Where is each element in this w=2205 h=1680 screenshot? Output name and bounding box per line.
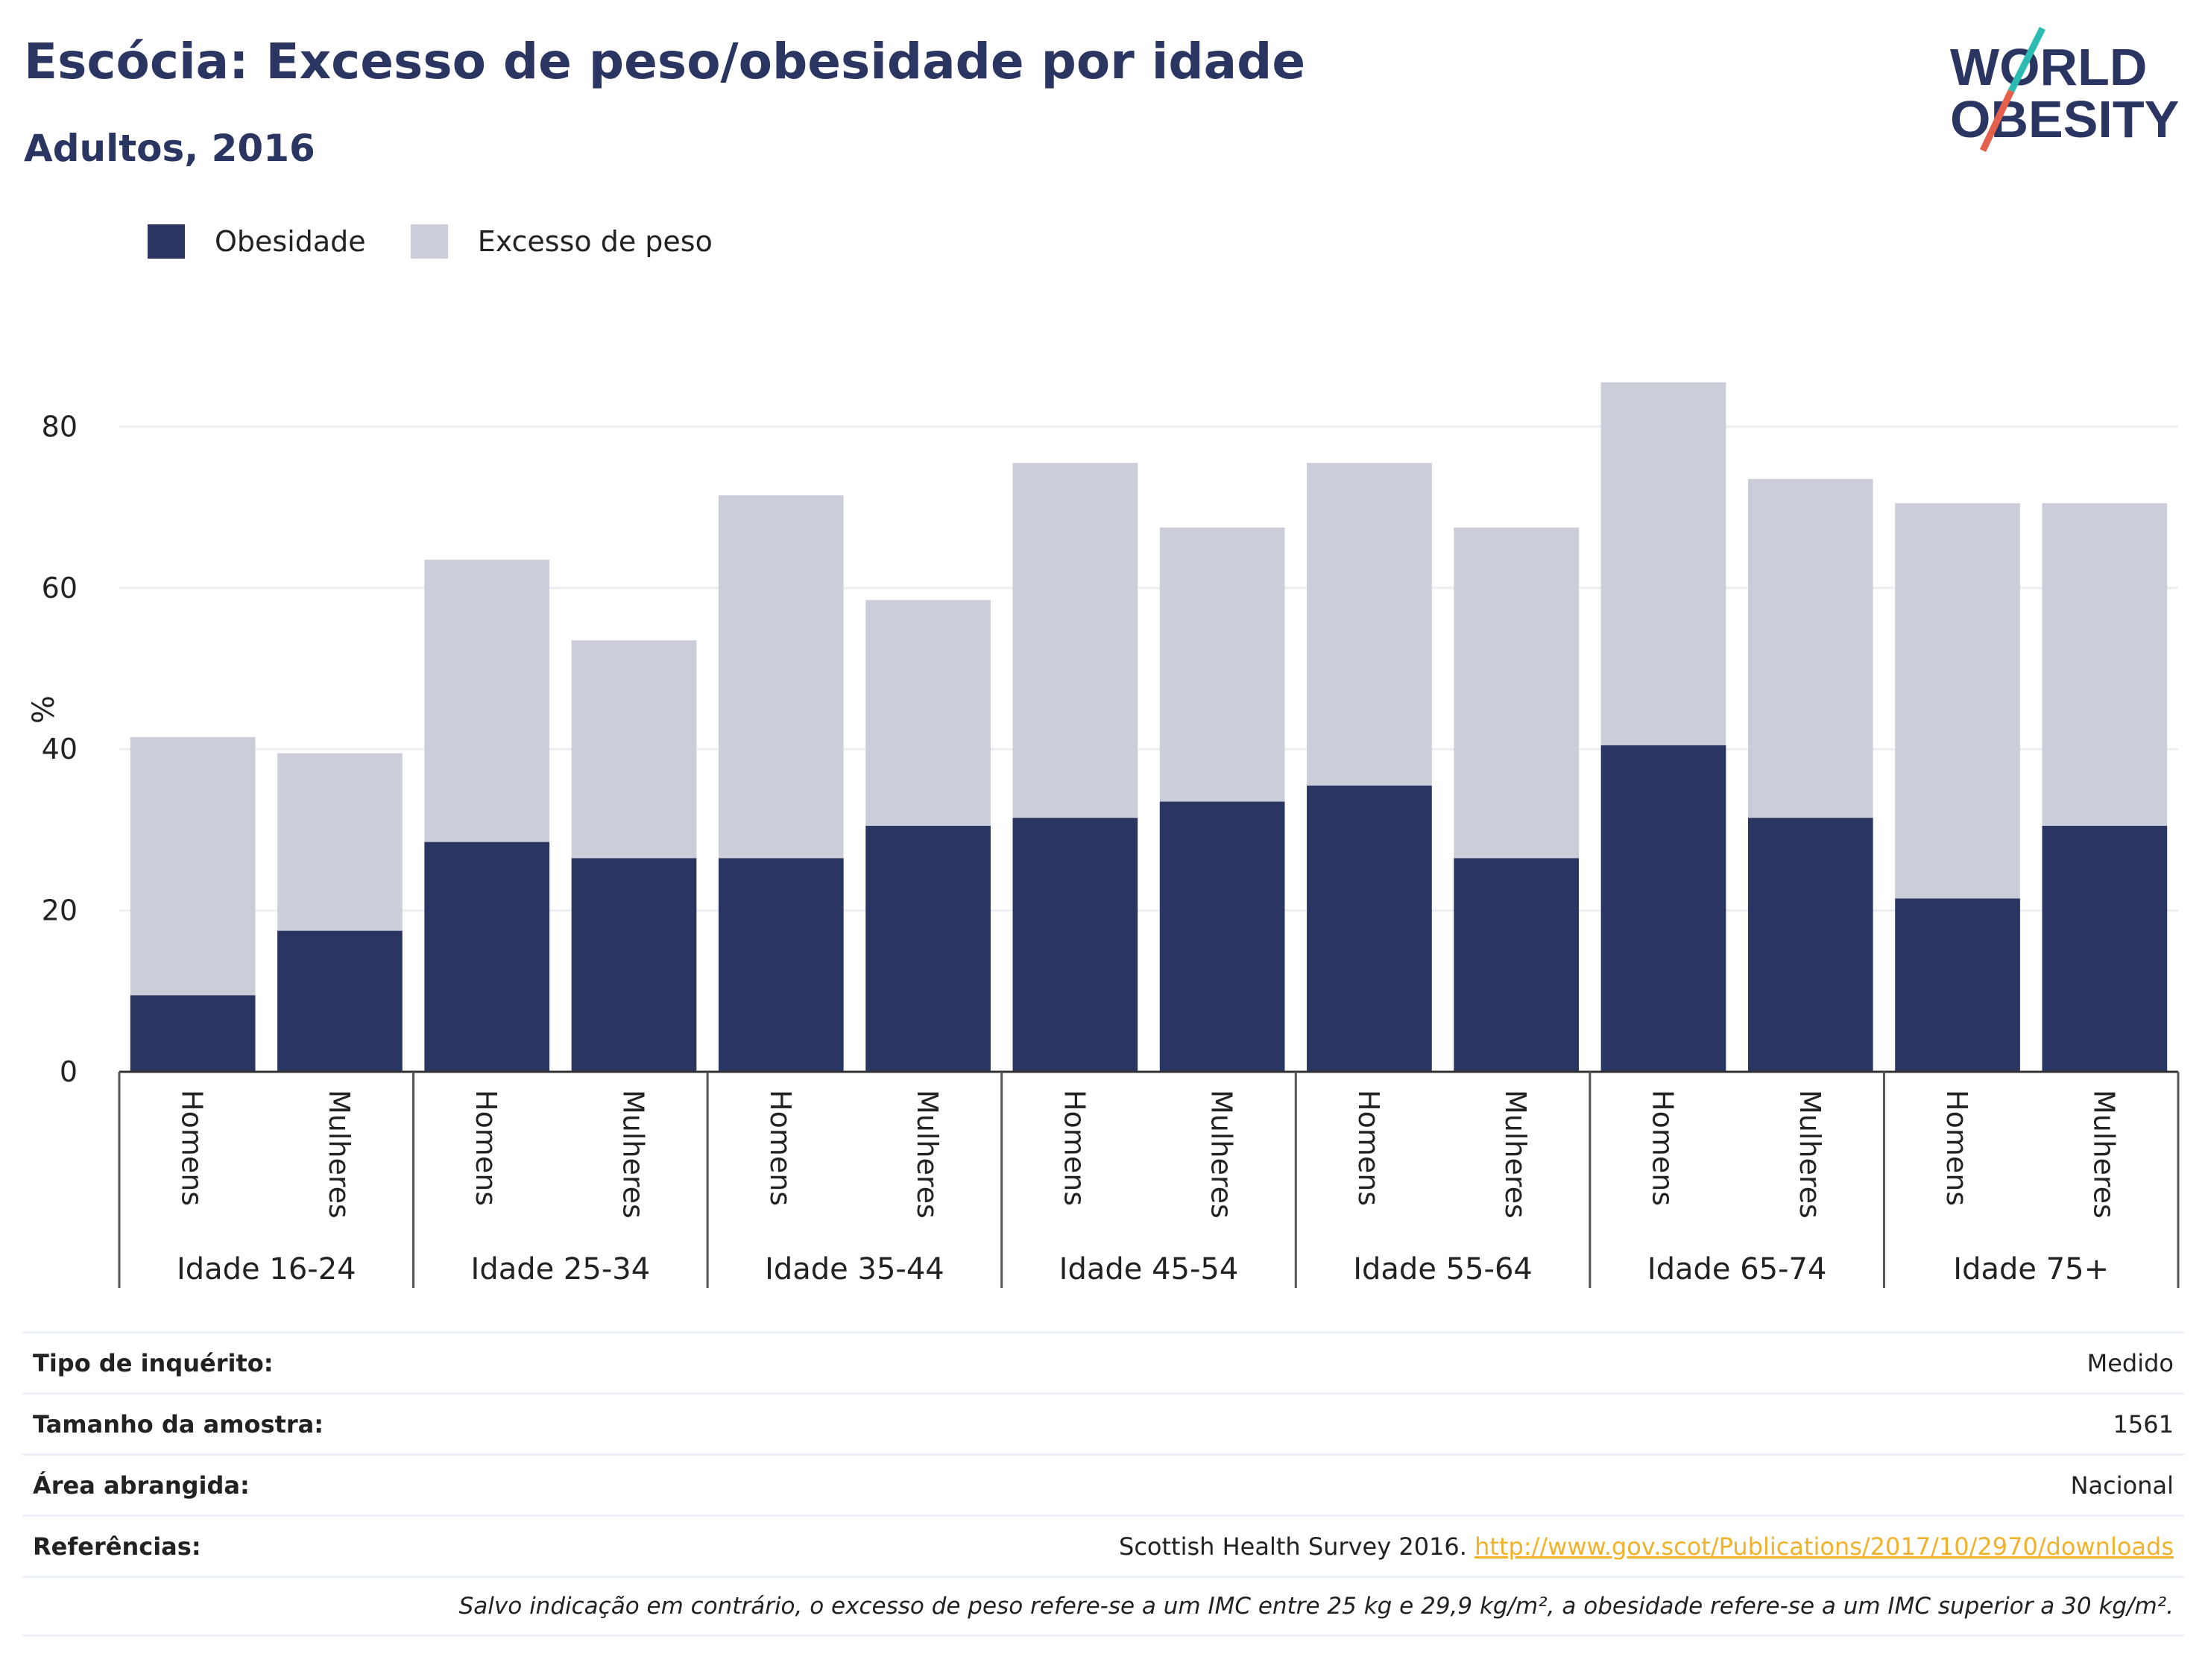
bar-obesity	[1747, 818, 1873, 1072]
legend-label-obesity: Obesidade	[215, 225, 366, 258]
legend-item-overweight: Excesso de peso	[410, 224, 713, 259]
group-label: Idade 16-24	[177, 1252, 356, 1286]
bar-overweight	[1895, 503, 2020, 899]
bar-overweight	[865, 600, 991, 826]
chart-title: Escócia: Excesso de peso/obesidade por i…	[24, 33, 1306, 90]
bar-obesity	[718, 858, 844, 1072]
info-table: Tipo de inquérito: Medido Tamanho da amo…	[22, 1331, 2184, 1637]
area-label: Área abrangida:	[33, 1471, 250, 1500]
bar-overweight	[1600, 382, 1726, 745]
bar-overweight	[1012, 463, 1138, 818]
sample-size-value: 1561	[2113, 1409, 2174, 1439]
bar-chart: 0 20 40 60 80% Homens Mulheres Homens Mulheres Ho…	[27, 382, 2180, 1288]
info-row-survey-type: Tipo de inquérito: Medido	[22, 1331, 2184, 1392]
info-row-sample-size: Tamanho da amostra: 1561	[22, 1392, 2184, 1453]
bar-overweight	[571, 640, 697, 859]
legend-swatch-obesity	[148, 224, 185, 259]
area-value: Nacional	[2070, 1471, 2174, 1500]
x-tick-label: Homens	[1352, 1090, 1385, 1206]
chart-subtitle: Adultos, 2016	[24, 127, 315, 170]
x-tick-label: Homens	[470, 1090, 502, 1206]
bar-overweight	[424, 559, 550, 842]
group-label: Idade 25-34	[471, 1252, 651, 1286]
x-tick-label: Mulheres	[323, 1090, 356, 1219]
bar-overweight	[1454, 527, 1580, 859]
x-tick-label: Mulheres	[1205, 1090, 1238, 1219]
x-tick-label: Homens	[1058, 1090, 1091, 1206]
group-label: Idade 65-74	[1647, 1252, 1827, 1286]
info-row-references: Referências: Scottish Health Survey 2016…	[22, 1515, 2184, 1576]
x-tick-label: Mulheres	[911, 1090, 944, 1219]
bar-obesity	[571, 858, 697, 1072]
x-tick-label: Mulheres	[2087, 1090, 2120, 1219]
references-link[interactable]: http://www.gov.scot/Publications/2017/10…	[1474, 1532, 2174, 1561]
group-label: Idade 75+	[1953, 1252, 2109, 1286]
x-tick-label: Homens	[176, 1090, 209, 1206]
bar-obesity	[1600, 745, 1726, 1072]
bar-overweight	[277, 753, 403, 931]
bar-obesity	[1454, 858, 1580, 1072]
survey-type-value: Medido	[2086, 1348, 2174, 1377]
bar-overweight	[130, 736, 256, 996]
bar-obesity	[424, 841, 550, 1072]
y-tick-label: 40	[42, 733, 78, 765]
bar-overweight	[1307, 463, 1432, 786]
svg-text:WORLD: WORLD	[1950, 38, 2147, 96]
x-tick-label: Homens	[1940, 1090, 1973, 1206]
y-tick-label: 0	[60, 1055, 78, 1088]
references-text: Scottish Health Survey 2016.	[1119, 1532, 1475, 1561]
group-label: Idade 45-54	[1059, 1252, 1239, 1286]
x-tick-label: Mulheres	[617, 1090, 650, 1219]
y-axis-title: %	[27, 695, 61, 724]
x-tick-label: Mulheres	[1499, 1090, 1532, 1219]
bar-obesity	[1895, 898, 2020, 1072]
info-row-area: Área abrangida: Nacional	[22, 1453, 2184, 1515]
group-label: Idade 35-44	[765, 1252, 944, 1286]
bar-obesity	[1159, 801, 1285, 1072]
legend-item-obesity: Obesidade	[148, 224, 366, 259]
sample-size-label: Tamanho da amostra:	[33, 1409, 324, 1439]
bar-obesity	[865, 825, 991, 1072]
bar-overweight	[1159, 527, 1285, 802]
bar-obesity	[1307, 785, 1432, 1072]
y-tick-label: 20	[42, 894, 78, 927]
chart-legend: Obesidade Excesso de peso	[148, 222, 757, 261]
y-tick-label: 80	[42, 410, 78, 443]
bar-obesity	[277, 930, 403, 1072]
group-label: Idade 55-64	[1353, 1252, 1533, 1286]
footnote: Salvo indicação em contrário, o excesso …	[22, 1576, 2184, 1637]
bar-obesity	[130, 995, 256, 1072]
references-value: Scottish Health Survey 2016. http://www.…	[1119, 1532, 2174, 1561]
y-tick-label: 60	[42, 572, 78, 604]
x-tick-label: Homens	[1647, 1090, 1679, 1206]
survey-type-label: Tipo de inquérito:	[33, 1348, 274, 1377]
references-label: Referências:	[33, 1532, 201, 1561]
bar-overweight	[1747, 479, 1873, 818]
world-obesity-logo: WORLD OBESITY	[1950, 26, 2179, 152]
bar-obesity	[2042, 825, 2168, 1072]
bar-overweight	[718, 495, 844, 859]
x-tick-label: Homens	[764, 1090, 797, 1206]
legend-label-overweight: Excesso de peso	[477, 225, 713, 258]
bar-overweight	[2042, 503, 2168, 826]
x-tick-label: Mulheres	[1794, 1090, 1826, 1219]
bar-obesity	[1012, 818, 1138, 1072]
legend-swatch-overweight	[410, 224, 448, 259]
